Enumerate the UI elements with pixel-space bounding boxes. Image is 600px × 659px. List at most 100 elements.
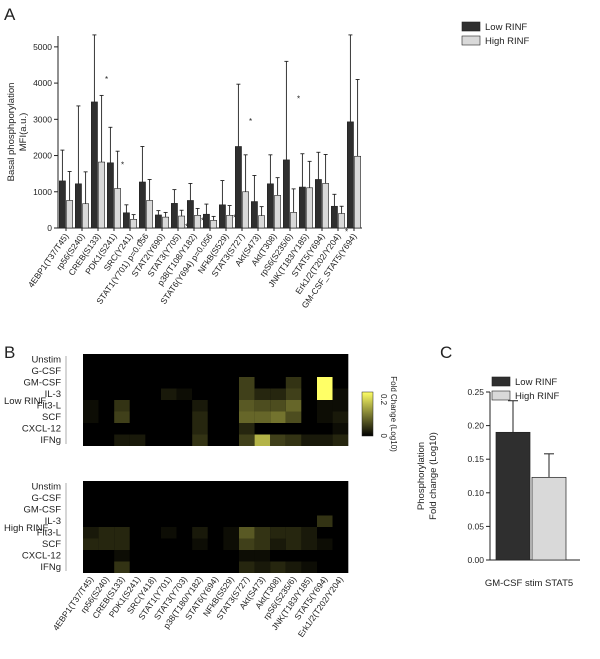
b-heatmap-cell: [332, 377, 349, 389]
b-heatmap-cell: [114, 400, 130, 412]
b-heatmap-cell: [145, 365, 161, 377]
b-heatmap-cell: [332, 400, 349, 412]
b-heatmap-cell: [285, 411, 302, 423]
b-heatmap-cell: [114, 492, 130, 504]
b-heatmap-cell: [161, 377, 177, 389]
a-significance-marker: *: [233, 214, 236, 223]
b-heatmap-cell: [161, 400, 177, 412]
b-heatmap-cell: [176, 481, 193, 493]
a-bar-low-rinf: [203, 213, 210, 229]
a-bar-low-rinf: [346, 121, 354, 229]
a-significance-marker: *: [121, 160, 124, 169]
b-heatmap-cell: [98, 400, 115, 412]
a-bar-low-rinf: [266, 183, 274, 229]
c-y-axis-label-line: Phosphorylation: [416, 442, 427, 510]
b-heatmap-cell: [83, 504, 99, 516]
b-heatmap-cell: [207, 377, 224, 389]
a-significance-marker: *: [137, 238, 140, 247]
b-heatmap-cell: [207, 515, 224, 527]
b-heatmap-cell: [98, 492, 115, 504]
b-heatmap-cell: [301, 377, 317, 389]
a-significance-marker: *: [345, 227, 348, 236]
b-heatmap-cell: [192, 550, 208, 562]
b-group-label: High RINF: [4, 523, 49, 534]
b-heatmap-cell: [83, 400, 99, 412]
b-heatmap-cell: [301, 481, 317, 493]
a-bar-low-rinf: [171, 203, 178, 229]
b-heatmap-cell: [239, 550, 255, 562]
b-heatmap-cell: [223, 538, 239, 550]
b-heatmap-cell: [254, 538, 271, 550]
a-bar-low-rinf: [330, 205, 338, 229]
b-heatmap-cell: [192, 411, 208, 423]
b-heatmap-cell: [83, 411, 99, 423]
a-bar-high-rinf: [130, 219, 137, 229]
panel-b-heatmap: UnstimG-CSFGM-CSFIL-3Flt3-LSCFCXCL-12IFN…: [4, 354, 398, 639]
c-legend-label: Low RINF: [515, 377, 557, 388]
b-heatmap-cell: [317, 527, 333, 539]
b-heatmap-cell: [145, 434, 161, 446]
a-bar-high-rinf: [66, 200, 73, 229]
b-heatmap-cell: [129, 561, 146, 573]
a-bar-high-rinf: [210, 220, 217, 229]
b-heatmap-cell: [98, 411, 115, 423]
a-legend-swatch-high: [461, 35, 481, 46]
b-heatmap-cell: [254, 515, 271, 527]
b-heatmap-cell: [285, 400, 302, 412]
a-bar-high-rinf: [322, 183, 329, 229]
b-heatmap-cell: [129, 538, 146, 550]
a-bar-high-rinf: [338, 213, 345, 229]
b-heatmap-cell: [207, 354, 224, 366]
b-row-label: IFNg: [40, 435, 61, 446]
b-heatmap-cell: [145, 354, 161, 366]
b-heatmap-cell: [129, 365, 146, 377]
b-heatmap-cell: [145, 527, 161, 539]
b-colorbar: [361, 391, 374, 437]
b-heatmap-cell: [239, 365, 255, 377]
b-heatmap-cell: [192, 538, 208, 550]
b-heatmap-cell: [176, 527, 193, 539]
b-heatmap-cell: [332, 411, 349, 423]
b-heatmap-cell: [83, 527, 99, 539]
b-heatmap-cell: [98, 561, 115, 573]
b-heatmap-cell: [239, 377, 255, 389]
a-bar-high-rinf: [226, 215, 233, 229]
b-heatmap-cell: [114, 550, 130, 562]
b-heatmap-cell: [129, 492, 146, 504]
a-bar-low-rinf: [282, 159, 290, 229]
b-heatmap-cell: [98, 423, 115, 435]
b-heatmap-cell: [145, 400, 161, 412]
b-heatmap-cell: [223, 434, 239, 446]
a-y-tick-label: 2000: [33, 151, 52, 161]
a-bar-low-rinf: [91, 101, 98, 229]
a-bar-low-rinf: [187, 200, 194, 229]
b-heatmap-cell: [270, 423, 286, 435]
b-row-label: G-CSF: [31, 366, 61, 377]
b-heatmap-cell: [114, 527, 130, 539]
b-heatmap-cell: [301, 354, 317, 366]
c-bar-low-rinf: [495, 431, 531, 561]
a-significance-marker: *: [201, 216, 204, 225]
b-heatmap-cell: [239, 538, 255, 550]
b-heatmap-cell: [114, 354, 130, 366]
a-bar-high-rinf: [162, 216, 169, 229]
b-heatmap-cell: [176, 550, 193, 562]
a-significance-marker: *: [249, 117, 252, 126]
b-heatmap-cell: [129, 504, 146, 516]
b-heatmap-cell: [332, 561, 349, 573]
b-heatmap-cell: [145, 377, 161, 389]
b-heatmap-cell: [192, 434, 208, 446]
b-heatmap-cell: [270, 377, 286, 389]
b-heatmap-cell: [98, 504, 115, 516]
b-heatmap-cell: [207, 492, 224, 504]
b-heatmap-cell: [176, 400, 193, 412]
b-heatmap-cell: [285, 538, 302, 550]
b-heatmap-cell: [301, 388, 317, 400]
b-heatmap-cell: [207, 388, 224, 400]
b-heatmap-cell: [114, 365, 130, 377]
b-heatmap-cell: [223, 492, 239, 504]
b-heatmap-cell: [332, 388, 349, 400]
b-heatmap-cell: [223, 550, 239, 562]
b-heatmap-cell: [114, 538, 130, 550]
a-bar-high-rinf: [354, 155, 361, 229]
